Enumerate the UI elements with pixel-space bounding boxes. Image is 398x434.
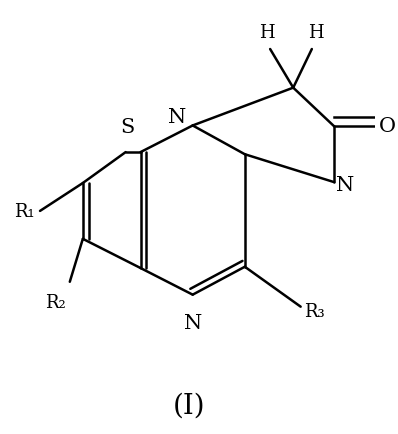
Text: N: N xyxy=(184,313,203,332)
Text: N: N xyxy=(336,175,354,194)
Text: R₃: R₃ xyxy=(304,302,325,320)
Text: S: S xyxy=(120,118,135,136)
Text: H: H xyxy=(259,24,274,42)
Text: R₂: R₂ xyxy=(45,293,66,311)
Text: H: H xyxy=(308,24,323,42)
Text: N: N xyxy=(168,108,186,127)
Text: R₁: R₁ xyxy=(14,202,35,220)
Text: O: O xyxy=(379,116,396,135)
Text: (I): (I) xyxy=(173,392,205,419)
